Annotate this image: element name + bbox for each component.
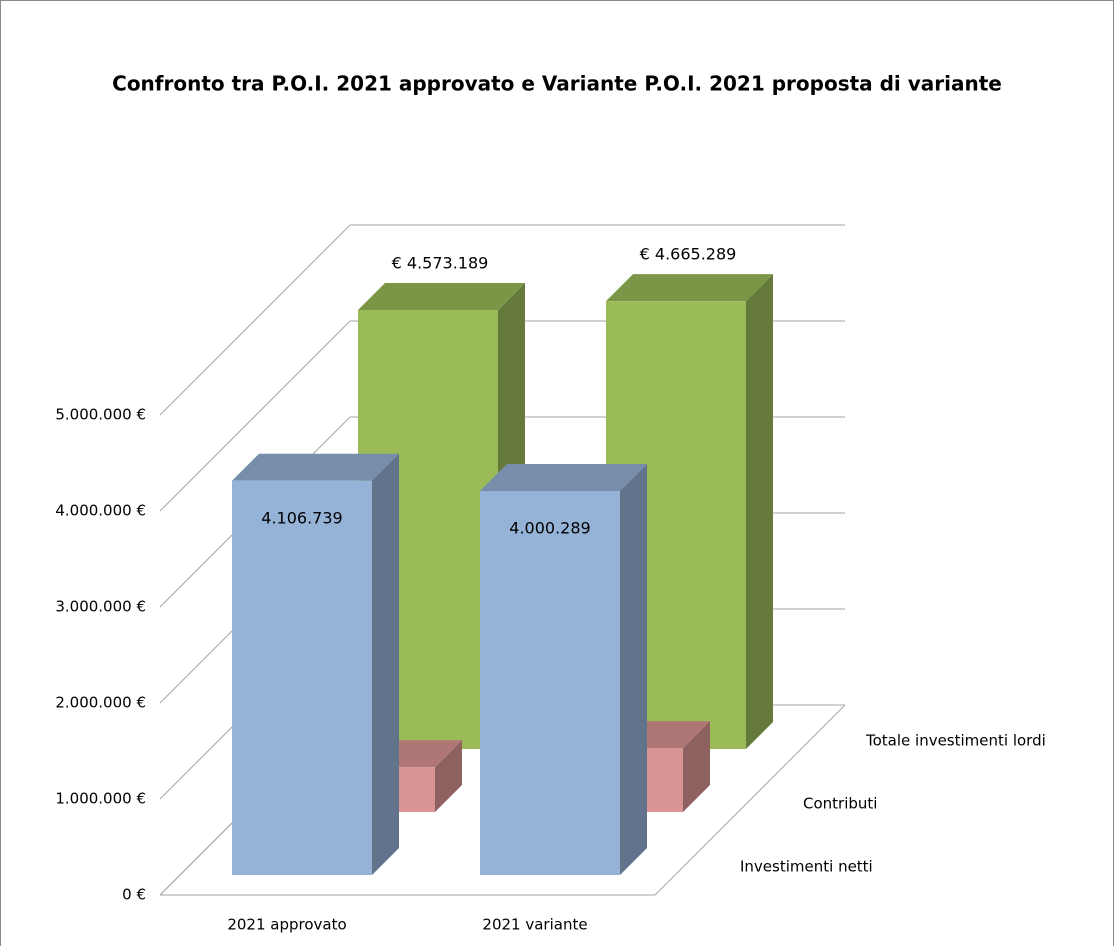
bar-side <box>372 453 399 875</box>
bar <box>480 463 647 875</box>
y-tick-label: 2.000.000 € <box>55 694 146 712</box>
y-tick-label: 0 € <box>122 886 146 904</box>
bar-side <box>435 740 462 812</box>
value-label: 4.000.289 <box>509 518 590 537</box>
bar <box>232 453 399 875</box>
bar-front <box>232 480 372 875</box>
x-tick-label: 2021 approvato <box>227 916 346 934</box>
bar-top <box>480 463 647 491</box>
value-label: € 4.665.289 <box>640 245 737 264</box>
bar-front <box>480 490 620 875</box>
bar-side <box>746 274 773 749</box>
chart-title: Confronto tra P.O.I. 2021 approvato e Va… <box>112 72 1002 96</box>
bar-top <box>232 453 399 481</box>
bar-top <box>606 274 773 302</box>
y-tick-label: 1.000.000 € <box>55 790 146 808</box>
depth-label: Investimenti netti <box>740 858 873 876</box>
grid-line <box>159 224 845 416</box>
depth-label: Totale investimenti lordi <box>865 732 1046 750</box>
y-tick-label: 4.000.000 € <box>55 502 146 520</box>
bar-side <box>620 463 647 875</box>
value-label: € 4.573.189 <box>392 253 489 272</box>
y-tick-label: 5.000.000 € <box>55 406 146 424</box>
bar-side <box>683 721 710 812</box>
y-tick-label: 3.000.000 € <box>55 598 146 616</box>
x-tick-label: 2021 variante <box>482 916 587 934</box>
bar-top <box>358 282 525 310</box>
value-label: 4.106.739 <box>261 508 342 527</box>
depth-label: Contributi <box>803 795 877 813</box>
